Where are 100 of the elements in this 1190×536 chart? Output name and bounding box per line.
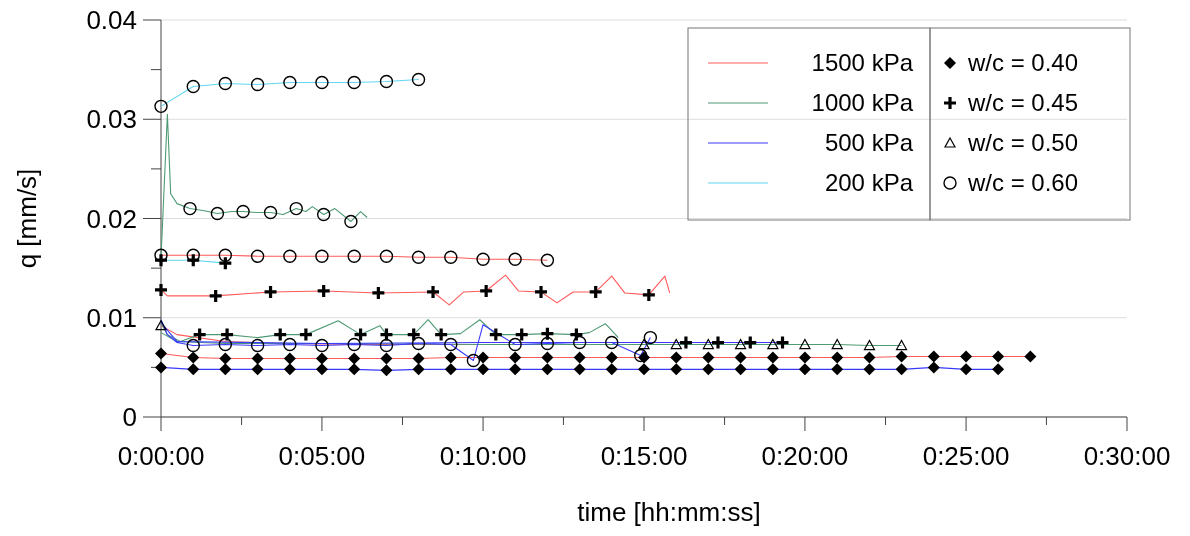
point	[670, 338, 682, 350]
point	[411, 250, 426, 264]
point	[895, 350, 908, 363]
point	[315, 363, 328, 376]
point	[186, 248, 200, 262]
point	[539, 326, 555, 342]
point	[412, 363, 425, 376]
point	[250, 338, 265, 353]
point	[155, 361, 167, 374]
point	[217, 255, 233, 271]
point	[315, 249, 329, 263]
point	[315, 75, 329, 90]
point	[315, 352, 328, 365]
point	[219, 352, 232, 365]
point	[478, 283, 494, 299]
y-axis-title: q [mm/s]	[12, 168, 42, 269]
point	[742, 334, 758, 351]
point	[283, 363, 296, 376]
point	[444, 250, 458, 264]
point	[210, 206, 225, 221]
point	[670, 351, 683, 364]
point	[466, 353, 481, 368]
point	[638, 363, 650, 376]
point	[514, 327, 530, 343]
point	[540, 336, 555, 351]
point	[508, 252, 522, 266]
legend-label: w/c = 0.60	[967, 169, 1079, 197]
point	[283, 352, 296, 365]
legend-label: w/c = 0.45	[967, 89, 1079, 117]
legend-label: 200 kPa	[824, 169, 914, 197]
point	[380, 352, 393, 365]
point	[927, 350, 940, 363]
point	[831, 338, 843, 350]
legend-label: 1000 kPa	[811, 89, 914, 117]
point	[380, 364, 393, 377]
point	[218, 337, 233, 352]
point	[541, 351, 554, 364]
point	[379, 74, 394, 89]
point	[895, 363, 908, 376]
point	[347, 75, 361, 90]
point	[767, 338, 779, 350]
y-tick-label: 0	[122, 402, 137, 433]
point	[774, 334, 791, 351]
point	[960, 350, 973, 363]
point	[186, 79, 200, 94]
point	[315, 338, 329, 353]
point	[533, 284, 549, 300]
point	[187, 351, 200, 364]
point	[477, 363, 490, 376]
point	[509, 351, 522, 364]
point	[154, 248, 168, 262]
point	[798, 363, 811, 376]
point	[927, 361, 940, 374]
point	[379, 338, 394, 353]
point	[540, 253, 555, 267]
point	[444, 351, 457, 364]
point	[568, 327, 584, 343]
point	[734, 351, 747, 364]
y-tick-label: 0.01	[86, 302, 137, 333]
point	[863, 363, 876, 376]
point	[831, 351, 844, 364]
y-tick-label: 0.02	[86, 203, 137, 234]
point	[508, 337, 522, 352]
point	[573, 363, 586, 376]
y-tick-label: 0.04	[86, 5, 137, 36]
point	[766, 351, 779, 364]
point	[412, 352, 425, 365]
point	[352, 327, 369, 343]
x-axis-title: time [hh:mm:ss]	[577, 497, 761, 527]
point	[192, 327, 208, 343]
legend-label: w/c = 0.50	[967, 129, 1079, 157]
point	[236, 204, 250, 219]
point	[643, 330, 658, 345]
point	[153, 282, 169, 298]
point	[348, 363, 361, 376]
y-tick-label: 0.03	[86, 104, 137, 135]
legend-label: 1500 kPa	[811, 49, 914, 77]
point	[262, 284, 279, 300]
point	[251, 352, 264, 365]
x-tick-label: 0:30:00	[1083, 441, 1171, 471]
point	[509, 363, 522, 376]
point	[488, 327, 504, 343]
point	[185, 252, 201, 268]
point	[208, 288, 224, 304]
point	[766, 363, 779, 376]
point	[187, 363, 200, 376]
point	[378, 327, 395, 343]
point	[406, 327, 422, 343]
point	[863, 351, 876, 364]
point	[670, 363, 683, 376]
point	[153, 252, 169, 268]
point	[798, 351, 811, 364]
point	[272, 327, 288, 343]
point	[734, 363, 747, 376]
point	[573, 351, 586, 364]
point	[641, 287, 657, 303]
point	[316, 207, 331, 222]
x-tick-label: 0:10:00	[439, 441, 527, 471]
point	[411, 72, 426, 87]
legend-label: w/c = 0.40	[967, 49, 1079, 77]
